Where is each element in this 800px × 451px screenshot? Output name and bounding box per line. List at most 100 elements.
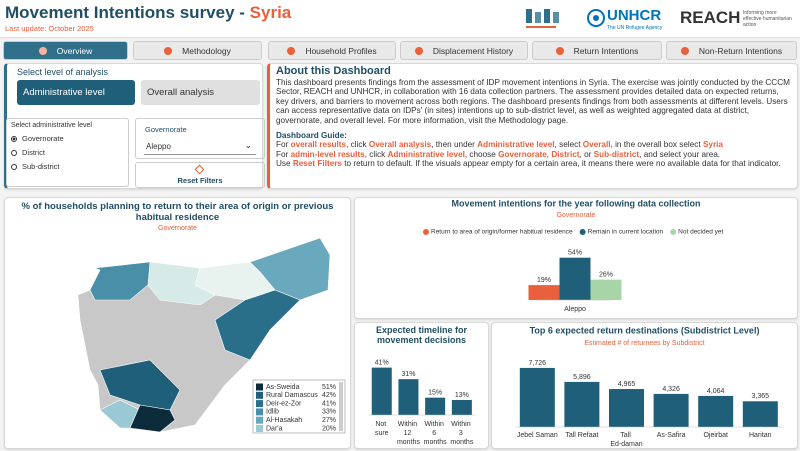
tab-icon <box>680 46 689 55</box>
bar[interactable] <box>528 285 560 300</box>
about-title: About this Dashboard <box>276 65 391 77</box>
legend-box <box>252 379 346 434</box>
bar[interactable] <box>653 393 689 427</box>
bar[interactable] <box>398 379 419 415</box>
guide-line: Use Reset Filters to return to default. … <box>276 159 791 169</box>
legend-marker <box>423 229 429 235</box>
tab[interactable]: Non-Return Intentions <box>666 41 797 60</box>
map-chart: As-Sweida 51% Rural Damascus 42% Deir-ez-Zor… <box>77 237 346 441</box>
reach-logo: REACH <box>680 8 741 27</box>
level-button[interactable]: Overall analysis <box>141 80 260 105</box>
value-label: 15% <box>428 390 442 397</box>
map-region[interactable] <box>147 261 216 306</box>
bar[interactable] <box>559 257 591 300</box>
tab[interactable]: Methodology <box>133 41 262 60</box>
tab-label: Overview <box>56 45 93 56</box>
dashboard-title: Movement Intentions survey <box>5 3 235 22</box>
tab-icon <box>414 46 423 55</box>
dropdown[interactable]: Aleppo ⌄ <box>144 139 256 155</box>
admin-title: Select administrative level <box>11 122 92 129</box>
tab-label: Household Profiles <box>305 45 377 56</box>
legend-label: Dar'a <box>266 425 283 432</box>
value-label: 4,064 <box>707 388 725 395</box>
level-title: Select level of analysis <box>17 67 109 77</box>
radio <box>11 135 17 142</box>
about-panel: About this Dashboard This dashboard pres… <box>267 63 798 189</box>
guide-highlight: overall results <box>290 140 347 150</box>
chart-title: Top 6 expected return destinations (Subd… <box>530 325 760 335</box>
guide-text: , click <box>364 149 388 159</box>
radio-option[interactable]: District <box>11 148 45 157</box>
chart-title: Movement intentions for the year followi… <box>451 198 700 208</box>
map-region[interactable] <box>89 261 151 301</box>
tab-label: Non-Return Intentions <box>698 45 783 56</box>
guide-title: Dashboard Guide: <box>276 130 347 140</box>
level-button[interactable]: Administrative level <box>17 80 135 105</box>
guide-text: , <box>546 149 552 159</box>
chart-subtitle: Governorate <box>557 212 596 219</box>
reset-button[interactable]: Reset Filters <box>135 162 265 188</box>
bar[interactable] <box>590 279 622 300</box>
bar[interactable] <box>371 367 392 415</box>
dropdown-label: Governorate <box>145 125 187 134</box>
guide-text: in the overall box select <box>612 140 703 150</box>
map-region[interactable] <box>214 289 301 361</box>
guide-highlight: District <box>551 149 580 159</box>
radio-label: Governorate <box>22 134 64 143</box>
bar[interactable] <box>451 399 472 415</box>
tab-icon <box>38 46 47 55</box>
bar[interactable] <box>519 367 555 427</box>
legend-swatch <box>256 383 263 391</box>
caret: ⌄ <box>244 140 252 150</box>
timeline-title: Expected timeline for movement decisions <box>375 325 468 345</box>
value-label: 5,896 <box>573 374 591 381</box>
tab[interactable]: Displacement History <box>400 41 528 60</box>
guide-text: to return to default. If the visuals app… <box>342 159 781 169</box>
legend-swatch <box>256 400 263 408</box>
guide-highlight: Sub-district <box>593 149 640 159</box>
bar[interactable] <box>698 395 734 427</box>
map-region[interactable] <box>129 404 176 433</box>
header: Movement Intentions survey - Syria Last … <box>0 0 800 38</box>
intentions-chart: Movement intentions for the year followi… <box>423 198 724 313</box>
legend-swatch <box>256 391 263 399</box>
radio-label: District <box>22 148 45 157</box>
guide-highlight: Administrative level <box>477 140 555 150</box>
last-update: Last update: October 2025 <box>5 24 94 33</box>
tab-label: Displacement History <box>432 45 514 56</box>
bar[interactable] <box>742 401 778 427</box>
radio-option[interactable]: Governorate <box>11 134 64 143</box>
map-subtitle: Governorate <box>158 225 197 232</box>
legend-label: Not decided yet <box>678 229 723 236</box>
dropdown-box: Governorate Aleppo ⌄ <box>135 118 265 159</box>
bar[interactable] <box>564 381 600 427</box>
guide-text: , and select your area. <box>639 149 721 159</box>
reset-label: Reset Filters <box>177 176 223 185</box>
tab[interactable]: Overview <box>3 41 128 60</box>
bar[interactable] <box>425 397 446 415</box>
map-region[interactable] <box>249 237 331 301</box>
value-label: 26% <box>599 271 613 278</box>
value-label: 41% <box>375 359 389 366</box>
value-label: 13% <box>455 392 469 399</box>
legend-swatch <box>256 433 263 440</box>
radio-option[interactable]: Sub-district <box>11 162 60 171</box>
guide-highlight: Overall analysis <box>368 140 432 150</box>
about-text: This dashboard presents findings from th… <box>276 77 790 125</box>
legend: As-Sweida 51% Rural Damascus 42% Deir-ez-Zor… <box>256 383 336 441</box>
legend-value: 51% <box>322 384 336 391</box>
bar[interactable] <box>609 389 644 427</box>
radio <box>11 149 17 156</box>
legend-value: 41% <box>322 400 336 407</box>
legend-scrollbar[interactable] <box>339 382 343 431</box>
tab-label: Return Intentions <box>573 45 639 56</box>
x-tick-label: Haritan <box>749 432 772 439</box>
value-label: 54% <box>568 250 582 257</box>
legend-value: 20% <box>322 425 336 432</box>
tab[interactable]: Household Profiles <box>268 41 396 60</box>
legend-value: 19% <box>322 434 336 441</box>
guide-text: , then under <box>431 140 478 150</box>
tab[interactable]: Return Intentions <box>532 41 662 60</box>
legend-label: Remain in current location <box>588 229 664 236</box>
